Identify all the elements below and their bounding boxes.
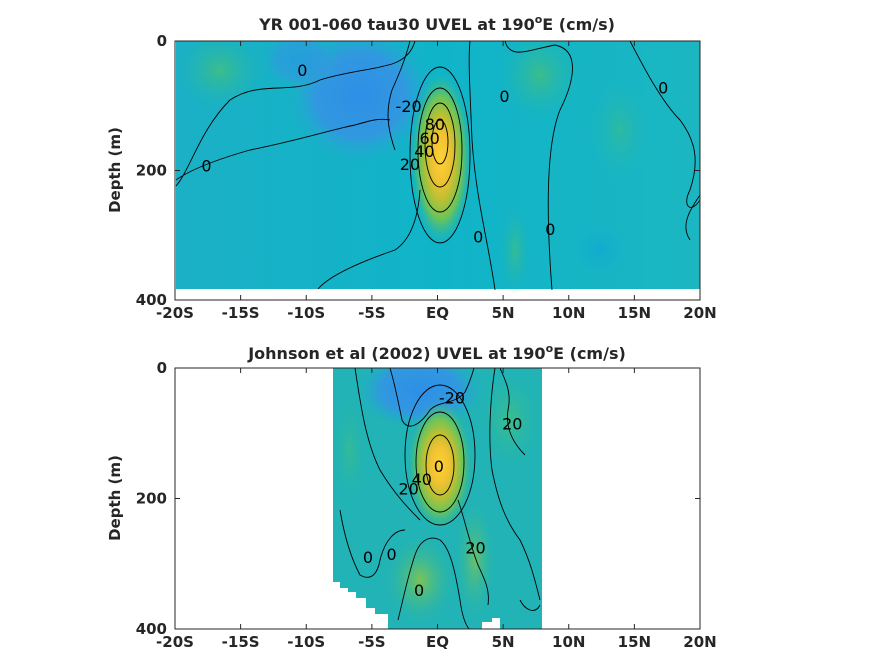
panel-top-contour-0-south-deep [317, 189, 421, 290]
x-tick-label: EQ [426, 633, 449, 651]
panel-bottom-contour-m20 [389, 368, 475, 427]
panel-bottom-undercurrent-core [408, 400, 472, 530]
x-tick-label: -20S [156, 304, 194, 322]
y-tick-label: 200 [136, 162, 167, 180]
panel-bottom: Johnson et al (2002) UVEL at 190oE (cm/s… [106, 342, 717, 651]
panel-top-contour-80 [431, 119, 449, 165]
contour-label: 20 [465, 538, 485, 557]
panel-bottom-ylabel: Depth (m) [106, 455, 124, 541]
x-tick-label: -10S [287, 304, 325, 322]
panel-bottom-contour-0-sw [339, 509, 406, 578]
panel-top-teal-deep [570, 220, 630, 280]
panel-top-westward-flow-b [260, 41, 340, 90]
contour-label: -20 [396, 97, 422, 116]
contour-label: 60 [419, 129, 439, 148]
panel-top-green-east-a [500, 41, 580, 120]
panel-bottom-green-deep-east [455, 500, 495, 620]
y-tick-label: 0 [157, 359, 167, 377]
contour-label: 0 [658, 79, 668, 98]
panel-top-contour-20 [409, 66, 471, 244]
panel-bottom-contour-0-se [519, 599, 541, 611]
panel-top-contour-0-east [504, 41, 573, 291]
x-tick-label: 15N [618, 304, 651, 322]
contour-label: 20 [502, 414, 522, 433]
panel-top-title: YR 001-060 tau30 UVEL at 190oE (cm/s) [258, 13, 615, 34]
x-tick-label: -5S [358, 304, 385, 322]
panel-top-contour-0-left [175, 118, 391, 181]
panel-top-contour-m20 [387, 41, 411, 151]
panel-bottom-x-axis: -20S -15S -10S -5S EQ 5N 10N 15N 20N [156, 368, 717, 651]
y-tick-label: 200 [136, 490, 167, 508]
panel-bottom-contour-40 [415, 411, 465, 513]
contour-label: 0 [434, 457, 444, 476]
panel-top-green-east-b [590, 80, 650, 180]
contour-label: 0 [297, 61, 307, 80]
panel-bottom-contour-0-deep [397, 537, 470, 629]
contour-label: 0 [499, 87, 509, 106]
contour-label: 0 [201, 156, 211, 175]
panel-bottom-missing-bl [333, 582, 388, 629]
panel-top-contour-0-far-east [629, 41, 700, 208]
panel-bottom-contour-0-west [354, 368, 421, 521]
y-tick-label: 400 [136, 291, 167, 309]
contour-label: 20 [398, 480, 418, 499]
panel-top-contour-0-west [175, 41, 416, 187]
x-tick-label: 5N [492, 304, 515, 322]
x-tick-label: 10N [552, 304, 585, 322]
contour-label: 0 [363, 548, 373, 567]
x-tick-label: -15S [222, 304, 260, 322]
panel-top: YR 001-060 tau30 UVEL at 190oE (cm/s) 0 [106, 13, 717, 322]
panel-bottom-green-sw [333, 390, 370, 510]
contour-label: 40 [414, 142, 434, 161]
panel-top-contour-40 [417, 87, 463, 213]
panel-top-contour-60 [424, 102, 456, 188]
contour-label: 80 [425, 115, 445, 134]
panel-bottom-contour-0-east [489, 368, 541, 601]
contour-label: 0 [386, 545, 396, 564]
contour-label: -20 [439, 388, 465, 407]
panel-top-ylabel: Depth (m) [106, 127, 124, 213]
y-tick-label: 0 [157, 32, 167, 50]
panel-top-contour-0-east-deep [685, 194, 700, 241]
panel-bottom-contour-60 [425, 434, 455, 496]
panel-bottom-contour-20 [404, 384, 476, 526]
contour-label: 0 [473, 228, 483, 247]
x-tick-label: 10N [552, 633, 585, 651]
x-tick-label: 15N [618, 633, 651, 651]
contour-label: 40 [412, 470, 432, 489]
panel-bottom-contour-20-east [499, 368, 526, 456]
panel-top-green-west [175, 41, 265, 110]
contour-label: 20 [400, 155, 420, 174]
panel-bottom-missing-br [482, 618, 500, 629]
x-tick-label: -20S [156, 633, 194, 651]
contour-label: 0 [545, 220, 555, 239]
x-tick-label: EQ [426, 304, 449, 322]
contour-label: 0 [414, 581, 424, 600]
panel-bottom-title: Johnson et al (2002) UVEL at 190oE (cm/s… [247, 342, 626, 363]
x-tick-label: 5N [492, 633, 515, 651]
panel-bottom-contour-20-deep [457, 499, 489, 606]
panel-top-x-axis: -20S -15S -10S -5S EQ 5N 10N 15N 20N [156, 41, 717, 322]
y-tick-label: 400 [136, 620, 167, 638]
x-tick-label: -10S [287, 633, 325, 651]
panel-top-green-deep [500, 205, 530, 295]
x-tick-label: -5S [358, 633, 385, 651]
panel-top-undercurrent-core [411, 73, 471, 243]
x-tick-label: 20N [683, 304, 716, 322]
x-tick-label: -15S [222, 633, 260, 651]
panel-top-contour-0-core [468, 41, 496, 291]
x-tick-label: 20N [683, 633, 716, 651]
